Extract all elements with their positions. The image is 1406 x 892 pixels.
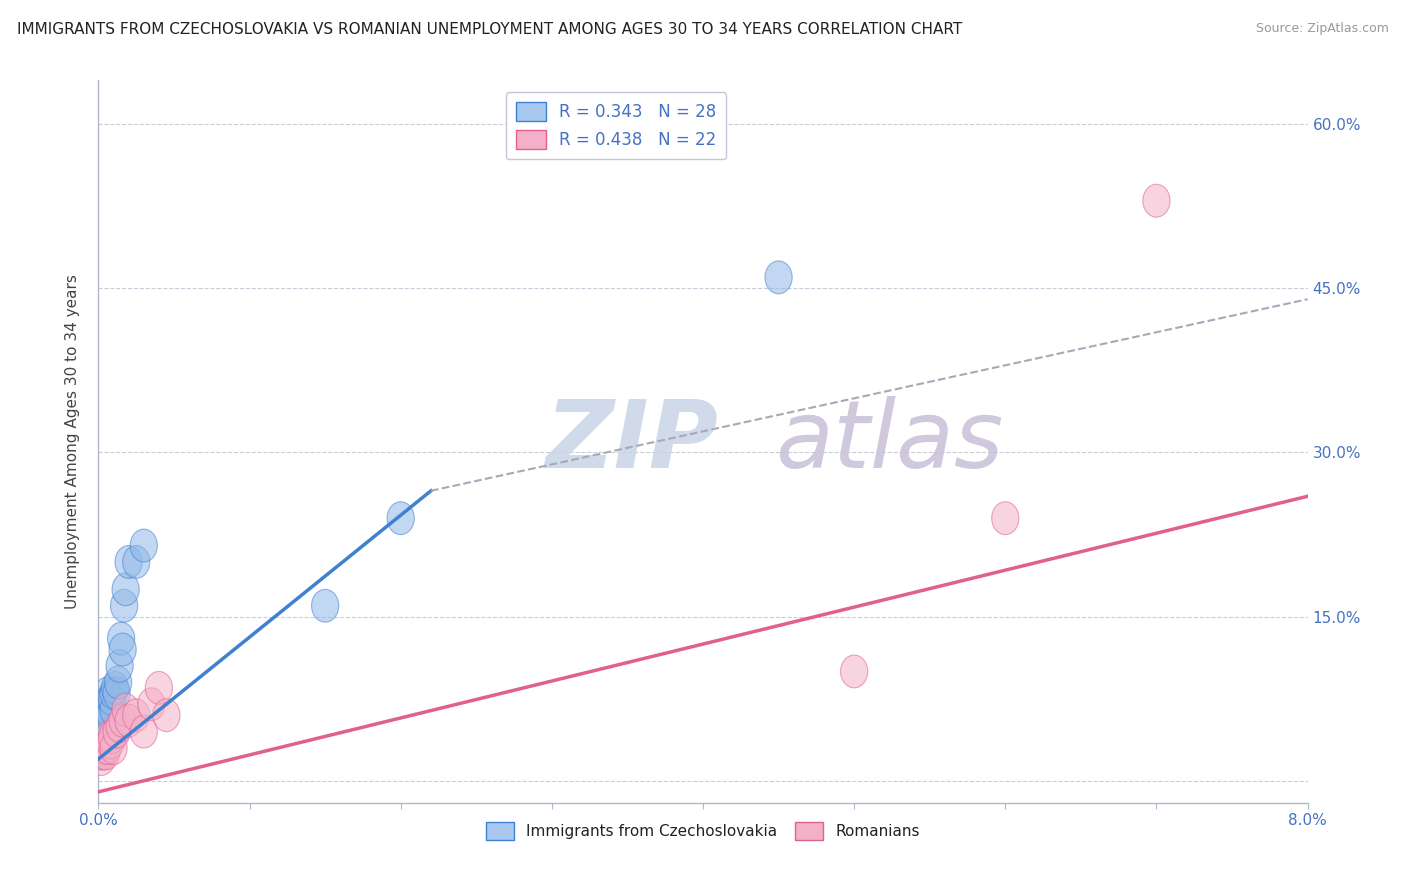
Ellipse shape (98, 721, 125, 754)
Ellipse shape (98, 682, 125, 715)
Legend: Immigrants from Czechoslovakia, Romanians: Immigrants from Czechoslovakia, Romanian… (481, 816, 925, 846)
Ellipse shape (91, 734, 118, 767)
Ellipse shape (93, 705, 120, 737)
Ellipse shape (131, 715, 157, 748)
Ellipse shape (111, 590, 138, 623)
Ellipse shape (90, 737, 117, 770)
Ellipse shape (87, 737, 115, 770)
Ellipse shape (91, 731, 118, 764)
Ellipse shape (96, 693, 122, 726)
Ellipse shape (107, 623, 135, 655)
Ellipse shape (105, 710, 134, 742)
Ellipse shape (104, 666, 132, 698)
Ellipse shape (97, 698, 124, 731)
Y-axis label: Unemployment Among Ages 30 to 34 years: Unemployment Among Ages 30 to 34 years (65, 274, 80, 609)
Ellipse shape (112, 573, 139, 606)
Ellipse shape (138, 688, 165, 721)
Ellipse shape (94, 698, 121, 731)
Ellipse shape (93, 737, 120, 770)
Ellipse shape (96, 721, 122, 754)
Ellipse shape (91, 715, 118, 748)
Ellipse shape (131, 529, 157, 562)
Ellipse shape (115, 705, 142, 737)
Ellipse shape (100, 731, 127, 764)
Ellipse shape (765, 260, 792, 293)
Ellipse shape (94, 677, 121, 710)
Ellipse shape (94, 731, 121, 764)
Text: IMMIGRANTS FROM CZECHOSLOVAKIA VS ROMANIAN UNEMPLOYMENT AMONG AGES 30 TO 34 YEAR: IMMIGRANTS FROM CZECHOSLOVAKIA VS ROMANI… (17, 22, 962, 37)
Ellipse shape (103, 715, 131, 748)
Ellipse shape (90, 731, 117, 764)
Ellipse shape (100, 693, 127, 726)
Ellipse shape (110, 705, 136, 737)
Ellipse shape (100, 677, 127, 710)
Ellipse shape (105, 649, 134, 682)
Text: ZIP: ZIP (546, 395, 718, 488)
Ellipse shape (387, 501, 415, 534)
Ellipse shape (122, 546, 150, 578)
Ellipse shape (93, 688, 120, 721)
Ellipse shape (1143, 185, 1170, 217)
Ellipse shape (110, 633, 136, 666)
Ellipse shape (122, 698, 150, 731)
Ellipse shape (97, 682, 124, 715)
Ellipse shape (103, 677, 131, 710)
Ellipse shape (312, 590, 339, 623)
Ellipse shape (101, 672, 129, 705)
Ellipse shape (841, 655, 868, 688)
Ellipse shape (112, 693, 139, 726)
Ellipse shape (145, 672, 173, 705)
Ellipse shape (115, 546, 142, 578)
Text: atlas: atlas (776, 396, 1004, 487)
Text: Source: ZipAtlas.com: Source: ZipAtlas.com (1256, 22, 1389, 36)
Ellipse shape (87, 742, 115, 775)
Ellipse shape (153, 698, 180, 731)
Ellipse shape (97, 726, 124, 759)
Ellipse shape (991, 501, 1019, 534)
